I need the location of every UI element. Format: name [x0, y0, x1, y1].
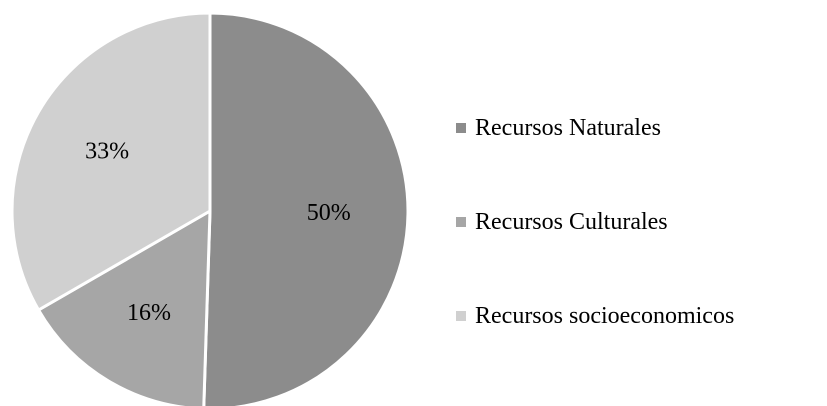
legend: Recursos Naturales Recursos Culturales R… — [456, 108, 734, 336]
legend-label: Recursos Culturales — [475, 209, 668, 236]
slice-data-label: 33% — [85, 139, 129, 165]
slice-data-label: 50% — [307, 200, 351, 226]
legend-label: Recursos socioeconomicos — [475, 303, 734, 330]
pie-chart: 50% 16% 33% — [0, 0, 430, 406]
slice-data-label: 16% — [127, 300, 171, 326]
legend-swatch — [456, 217, 466, 227]
legend-label: Recursos Naturales — [475, 115, 661, 142]
legend-item-recursos-naturales: Recursos Naturales — [456, 108, 734, 148]
legend-swatch — [456, 311, 466, 321]
legend-swatch — [456, 123, 466, 133]
legend-item-recursos-socioeconomicos: Recursos socioeconomicos — [456, 296, 734, 336]
legend-item-recursos-culturales: Recursos Culturales — [456, 202, 734, 242]
